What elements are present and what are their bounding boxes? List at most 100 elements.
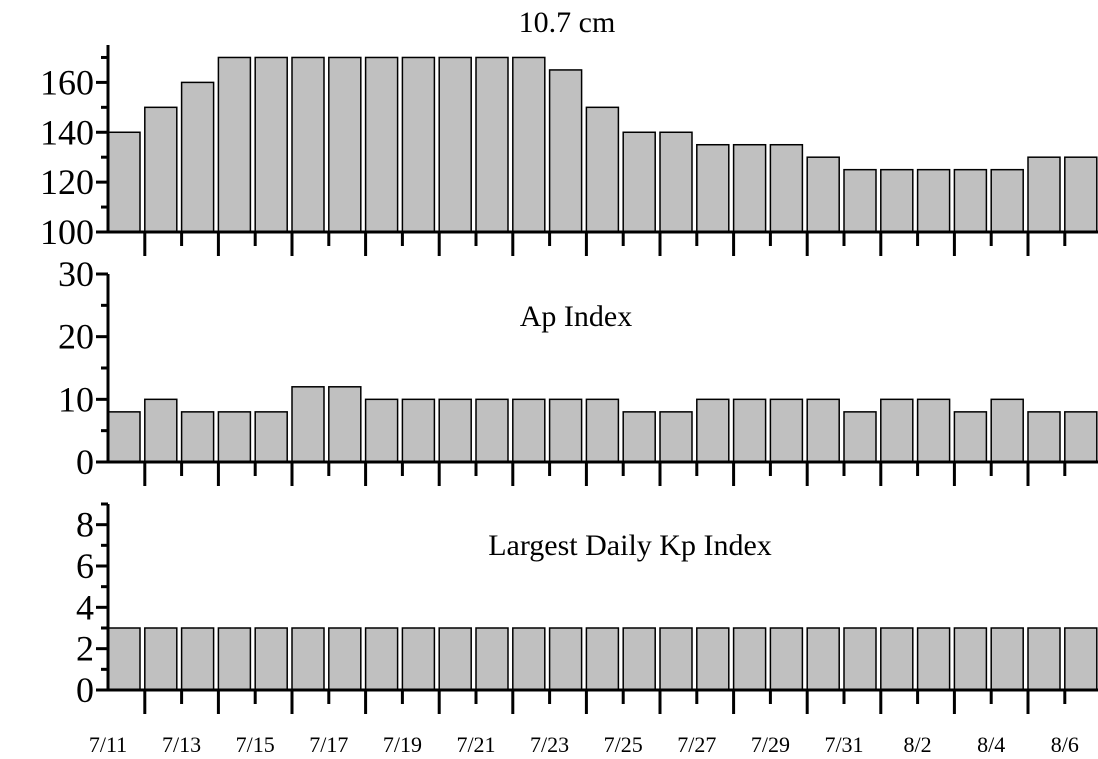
x-tick-label: 7/15 [236,732,275,757]
bar-7-13 [180,411,215,463]
x-tick-label: 8/4 [977,732,1005,757]
bar-8-5 [1027,627,1061,691]
bar-8-2 [916,168,951,233]
bar-7-18 [364,627,399,691]
bar-8-2 [916,627,951,691]
panel-title-kp: Largest Daily Kp Index [488,529,772,562]
bar-8-2 [916,398,951,463]
panel-ap-index: Ap Index 0 10 20 30 [58,254,1098,486]
bar-7-14 [217,627,252,691]
bar-7-20 [438,56,472,233]
bar-7-21 [475,398,509,463]
panel-title-ap: Ap Index [520,300,632,333]
x-tick-label: 8/6 [1051,732,1079,757]
bar-7-30 [806,156,840,233]
bar-7-12 [144,106,178,233]
bar-7-14 [217,56,252,233]
bar-7-22 [512,56,546,233]
bar-7-18 [364,398,399,463]
bar-7-15 [254,411,288,463]
bar-7-27 [696,398,730,463]
bar-7-24 [585,398,620,463]
y-tick-label: 20 [58,317,94,357]
bar-8-4 [990,627,1024,691]
x-axis-labels: 7/11 7/13 7/15 7/17 7/19 7/21 7/23 7/25 7/27 7/29… [89,732,1079,757]
bar-7-17 [328,56,362,233]
bar-8-1 [880,168,914,233]
bar-7-29 [769,143,804,233]
bar-7-16 [291,627,325,691]
bar-7-11 [107,131,141,233]
bar-7-28 [732,627,767,691]
bar-7-16 [291,386,325,463]
y-tick-label: 30 [58,254,94,294]
bar-7-18 [364,56,399,233]
bar-8-3 [953,168,988,233]
bar-8-4 [990,398,1024,463]
bar-7-31 [843,168,877,233]
bar-7-19 [401,627,436,691]
x-tick-label: 7/13 [162,732,201,757]
bar-7-21 [475,627,509,691]
bar-7-25 [622,411,656,463]
bar-8-6 [1064,627,1098,691]
y-tick-label: 4 [76,587,94,627]
bar-8-4 [990,168,1024,233]
bar-7-13 [180,627,215,691]
bar-7-25 [622,627,656,691]
bar-7-24 [585,627,620,691]
bar-7-17 [328,386,362,463]
x-tick-label: 7/31 [824,732,863,757]
bar-8-3 [953,627,988,691]
bar-8-3 [953,411,988,463]
bar-7-30 [806,627,840,691]
bar-7-26 [659,131,693,233]
x-tick-label: 7/19 [383,732,422,757]
bar-7-14 [217,411,252,463]
bar-8-5 [1027,411,1061,463]
bar-7-27 [696,627,730,691]
x-tick-label: 7/11 [89,732,127,757]
bar-7-11 [107,627,141,691]
bar-7-29 [769,398,804,463]
bar-7-20 [438,627,472,691]
y-tick-label: 140 [40,112,94,152]
bar-7-13 [180,81,215,233]
bar-7-31 [843,627,877,691]
bar-7-22 [512,398,546,463]
x-tick-label: 8/2 [904,732,932,757]
bar-7-20 [438,398,472,463]
x-tick-label: 7/25 [604,732,643,757]
panel-title-10cm: 10.7 cm [519,6,616,39]
bar-7-23 [548,627,583,691]
y-tick-label: 0 [76,442,94,482]
panel-10cm-flux: 10.7 cm 100 120 140 160 [40,6,1098,256]
x-tick-label: 7/27 [677,732,716,757]
bar-7-27 [696,143,730,233]
y-tick-label: 8 [76,505,94,545]
bar-8-1 [880,398,914,463]
y-tick-label: 6 [76,546,94,586]
bar-7-26 [659,627,693,691]
bar-7-26 [659,411,693,463]
bar-7-30 [806,398,840,463]
y-tick-label: 10 [58,379,94,419]
bar-7-15 [254,627,288,691]
bar-7-16 [291,56,325,233]
y-tick-label: 120 [40,162,94,202]
x-tick-label: 7/17 [309,732,348,757]
bar-7-29 [769,627,804,691]
bar-8-1 [880,627,914,691]
bar-7-19 [401,398,436,463]
bar-7-31 [843,411,877,463]
bar-7-25 [622,131,656,233]
bar-7-24 [585,106,620,233]
y-tick-label: 160 [40,62,94,102]
bar-7-22 [512,627,546,691]
x-tick-label: 7/21 [456,732,495,757]
bar-7-28 [732,398,767,463]
bar-7-11 [107,411,141,463]
y-tick-label: 100 [40,212,94,252]
bar-7-15 [254,56,288,233]
x-tick-label: 7/23 [530,732,569,757]
